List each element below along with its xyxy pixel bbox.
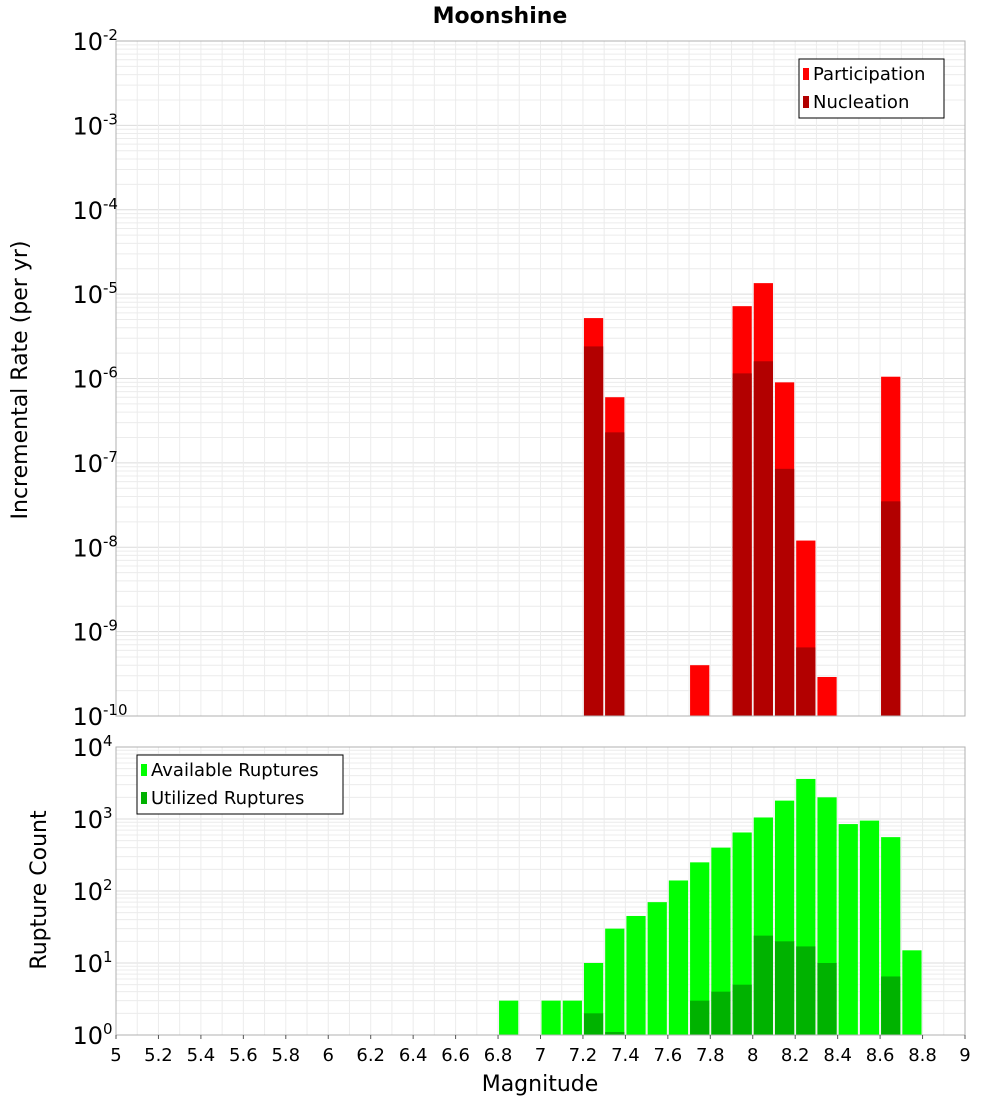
y-tick-label: 10	[72, 806, 103, 834]
bar-utilized-ruptures	[583, 1013, 604, 1035]
y-tick-label: 10	[72, 112, 103, 140]
bar-available-ruptures	[605, 928, 625, 1035]
legend-swatch	[803, 68, 809, 80]
x-tick-label: 6	[323, 1045, 334, 1066]
x-tick-label: 5	[110, 1045, 121, 1066]
x-axis-label: Magnitude	[482, 1072, 599, 1097]
y-tick-label: 10	[72, 28, 103, 56]
bar-nucleation	[605, 432, 625, 716]
y-tick-label: 10	[72, 281, 103, 309]
bar-utilized-ruptures	[796, 946, 816, 1035]
x-tick-label: 7.4	[611, 1045, 640, 1066]
bar-available-ruptures	[626, 915, 646, 1035]
y-tick-label: 10	[72, 703, 103, 731]
bottom-y-axis-label: Rupture Count	[27, 810, 52, 970]
bar-available-ruptures	[711, 847, 731, 1035]
x-tick-label: 9	[959, 1045, 970, 1066]
bar-participation	[817, 676, 837, 716]
legend-label: Available Ruptures	[151, 760, 319, 781]
x-tick-label: 7	[535, 1045, 546, 1066]
y-tick-label: 10	[72, 534, 103, 562]
x-tick-label: 7.6	[654, 1045, 683, 1066]
bar-available-ruptures	[859, 820, 880, 1035]
x-tick-label: 7.8	[696, 1045, 725, 1066]
y-tick-exponent: -5	[103, 279, 118, 297]
bottom-plot: 10 010 110 210 310 45 5.2 5.4 5.6 5.8 6 6.2 6.4 6.6 6.…	[72, 732, 970, 1066]
plot-frame	[115, 40, 966, 717]
bar-utilized-ruptures	[711, 991, 731, 1035]
legend-label: Utilized Ruptures	[151, 788, 304, 809]
bar-utilized-ruptures	[817, 963, 837, 1035]
x-tick-label: 6.2	[356, 1045, 385, 1066]
bar-nucleation	[732, 373, 752, 716]
legend-swatch	[141, 792, 147, 804]
y-tick-exponent: 3	[103, 804, 113, 822]
x-tick-label: 5.2	[144, 1045, 173, 1066]
chart-title: Moonshine	[433, 4, 568, 29]
bar-utilized-ruptures	[881, 976, 901, 1035]
y-tick-exponent: -10	[103, 701, 128, 719]
bar-nucleation	[796, 647, 816, 716]
y-tick-exponent: -9	[103, 617, 118, 635]
bar-utilized-ruptures	[605, 1032, 625, 1035]
x-tick-label: 8.4	[823, 1045, 852, 1066]
bar-utilized-ruptures	[690, 1000, 710, 1035]
bar-available-ruptures	[668, 880, 689, 1035]
bar-nucleation	[774, 468, 795, 716]
bar-available-ruptures	[838, 824, 858, 1035]
x-tick-label: 5.8	[271, 1045, 300, 1066]
y-tick-label: 10	[72, 1022, 103, 1050]
bar-nucleation	[753, 361, 773, 716]
y-tick-label: 10	[72, 950, 103, 978]
legend-label: Participation	[813, 64, 925, 85]
top-y-axis-label: Incremental Rate (per yr)	[8, 241, 33, 520]
y-tick-label: 10	[72, 197, 103, 225]
bar-available-ruptures	[690, 862, 710, 1035]
y-tick-label: 10	[72, 878, 103, 906]
x-tick-label: 6.6	[441, 1045, 470, 1066]
y-tick-exponent: 0	[103, 1020, 113, 1038]
x-tick-label: 8	[747, 1045, 758, 1066]
y-tick-label: 10	[72, 366, 103, 394]
y-tick-exponent: 4	[103, 732, 113, 750]
x-tick-label: 5.4	[187, 1045, 216, 1066]
legend-box	[798, 58, 945, 119]
x-tick-label: 5.6	[229, 1045, 258, 1066]
x-tick-label: 8.8	[908, 1045, 937, 1066]
y-tick-exponent: -7	[103, 448, 118, 466]
legend-label: Nucleation	[813, 92, 909, 113]
legend-box	[136, 754, 344, 815]
bar-available-ruptures	[562, 1000, 582, 1035]
bar-available-ruptures	[541, 1000, 561, 1035]
bar-utilized-ruptures	[753, 935, 773, 1035]
bar-utilized-ruptures	[732, 984, 752, 1035]
y-tick-exponent: 2	[103, 876, 113, 894]
x-tick-label: 8.6	[866, 1045, 895, 1066]
legend-swatch	[803, 96, 809, 108]
x-tick-label: 6.8	[484, 1045, 513, 1066]
bar-nucleation	[583, 346, 604, 716]
y-tick-exponent: -4	[103, 195, 118, 213]
y-tick-label: 10	[72, 619, 103, 647]
y-tick-label: 10	[72, 450, 103, 478]
y-tick-exponent: -3	[103, 110, 118, 128]
bar-available-ruptures	[499, 1000, 519, 1035]
bar-available-ruptures	[902, 950, 922, 1035]
bar-available-ruptures	[732, 832, 752, 1035]
bar-available-ruptures	[647, 902, 667, 1035]
x-tick-label: 6.4	[399, 1045, 428, 1066]
y-tick-exponent: -8	[103, 532, 118, 550]
legend-swatch	[141, 764, 147, 776]
bar-nucleation	[881, 501, 901, 716]
y-tick-label: 10	[72, 734, 103, 762]
y-tick-exponent: -6	[103, 364, 118, 382]
x-tick-label: 7.2	[569, 1045, 598, 1066]
bar-participation	[690, 665, 710, 716]
x-tick-label: 8.2	[781, 1045, 810, 1066]
y-tick-exponent: -2	[103, 26, 118, 44]
bar-utilized-ruptures	[774, 941, 795, 1035]
y-tick-exponent: 1	[103, 948, 113, 966]
